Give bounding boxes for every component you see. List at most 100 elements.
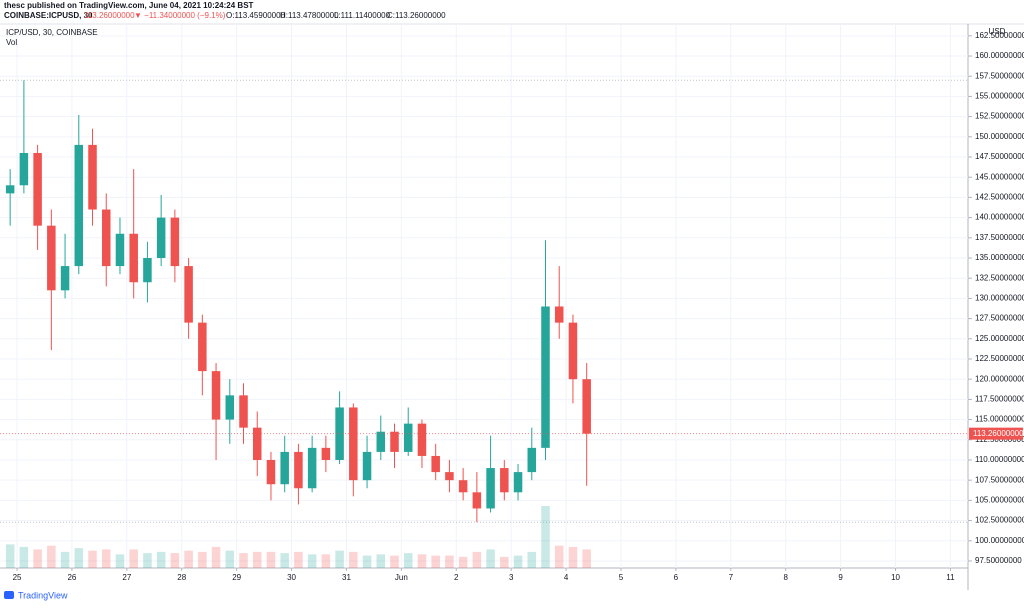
y-tick-label: 142.50000000	[975, 193, 1024, 202]
x-tick-label: 5	[619, 573, 624, 582]
volume-bar	[486, 549, 495, 568]
volume-bar	[129, 549, 138, 568]
candle-body	[445, 472, 454, 481]
symbol: COINBASE:ICPUSD, 30	[4, 11, 93, 20]
x-tick-label: 25	[13, 573, 22, 582]
candle-body	[156, 217, 166, 259]
volume-bar	[431, 555, 440, 568]
y-tick-label: 130.00000000	[975, 294, 1024, 303]
volume-bar	[403, 553, 413, 568]
y-tick-label: 147.50000000	[975, 152, 1024, 161]
y-tick-label: 162.50000000	[975, 31, 1024, 40]
candle-body	[500, 468, 509, 493]
candle-body	[115, 233, 125, 267]
volume-bar	[335, 550, 344, 568]
volume-bar	[47, 545, 56, 568]
candle-body	[294, 451, 303, 489]
y-tick-label: 110.00000000	[975, 455, 1024, 464]
volume-bar	[458, 556, 468, 568]
candle-body	[19, 152, 29, 186]
candle-body	[280, 451, 289, 485]
ohlc-open: O:113.45900000	[226, 11, 286, 20]
y-tick-label: 145.00000000	[975, 172, 1024, 181]
volume-bar	[307, 554, 317, 568]
y-tick-label: 115.00000000	[975, 415, 1024, 424]
candle-body	[376, 431, 386, 452]
candle-body	[472, 492, 482, 509]
last-price-label: 113.26000000	[973, 429, 1024, 438]
y-tick-label: 122.50000000	[975, 354, 1024, 363]
candle-body	[417, 423, 427, 456]
candle-body	[513, 472, 523, 493]
candle-body	[5, 185, 15, 194]
volume-bar	[239, 553, 248, 568]
y-tick-label: 137.50000000	[975, 233, 1024, 242]
candle-body	[266, 459, 276, 485]
last-price-tag	[969, 427, 1023, 440]
y-tick-label: 135.00000000	[975, 253, 1024, 262]
volume-bar	[417, 554, 427, 568]
x-tick-label: 6	[674, 573, 679, 582]
volume-bar	[582, 549, 591, 568]
volume-bar	[349, 551, 358, 568]
y-tick-label: 132.50000000	[975, 273, 1024, 282]
candle-body	[349, 407, 358, 481]
currency-box	[986, 26, 1008, 38]
volume-bar	[390, 555, 399, 568]
y-tick-label: 150.00000000	[975, 132, 1024, 141]
candle-body	[47, 225, 56, 291]
volume-bar	[280, 553, 289, 568]
y-tick-label: 152.50000000	[975, 112, 1024, 121]
volume-title: Vol	[6, 38, 17, 47]
y-tick-label: 155.00000000	[975, 92, 1024, 101]
volume-bar	[88, 550, 97, 568]
marks	[0, 79, 968, 568]
x-tick-label: 4	[564, 573, 569, 582]
volume-bar	[5, 544, 15, 568]
volume-bar	[527, 551, 537, 568]
x-tick-label: 31	[342, 573, 351, 582]
candle-body	[225, 395, 235, 420]
candle-body	[211, 371, 221, 420]
volume-bar	[321, 554, 331, 568]
candle-body	[554, 306, 564, 323]
volume-bar	[266, 551, 276, 568]
candle-body	[431, 455, 440, 473]
y-tick-label: 160.00000000	[975, 51, 1024, 60]
volume-bar	[143, 553, 152, 568]
candle-body	[129, 233, 138, 283]
ohlc-close: C:113.26000000	[387, 11, 446, 20]
candle-body	[60, 266, 70, 291]
candle-body	[88, 144, 97, 210]
legend-title: ICP/USD, 30, COINBASE	[6, 28, 98, 37]
candle-body	[198, 322, 207, 372]
brand: TradingView	[18, 590, 68, 600]
x-tick-label: 7	[729, 573, 734, 582]
ohlc-high: H:113.47800000	[280, 11, 339, 20]
candle-body	[239, 395, 248, 428]
change: ▼ −11.34000000 (−9.1%)	[134, 11, 226, 20]
volume-bar	[294, 551, 303, 568]
volume-bar	[198, 551, 207, 568]
y-tick-label: 107.50000000	[975, 475, 1024, 484]
candle-body	[568, 322, 578, 380]
volume-bar	[252, 551, 262, 568]
candle-body	[582, 379, 591, 434]
candle-body	[458, 480, 468, 493]
ohlc-low: L:111.11400000	[334, 11, 391, 20]
currency: USD	[989, 27, 1006, 36]
x-tick-label: 2	[454, 573, 459, 582]
volume-bar	[500, 556, 509, 568]
candle-body	[541, 306, 550, 448]
y-tick-label: 97.50000000	[975, 556, 1022, 565]
candle-body	[184, 266, 193, 323]
candle-body	[170, 217, 180, 267]
candle-body	[33, 152, 42, 226]
volume-bar	[211, 546, 221, 568]
brand-logo	[4, 591, 14, 599]
x-tick-label: 29	[232, 573, 241, 582]
x-tick-label: 28	[177, 573, 186, 582]
author-line: thesc published on TradingView.com, June…	[4, 1, 254, 10]
